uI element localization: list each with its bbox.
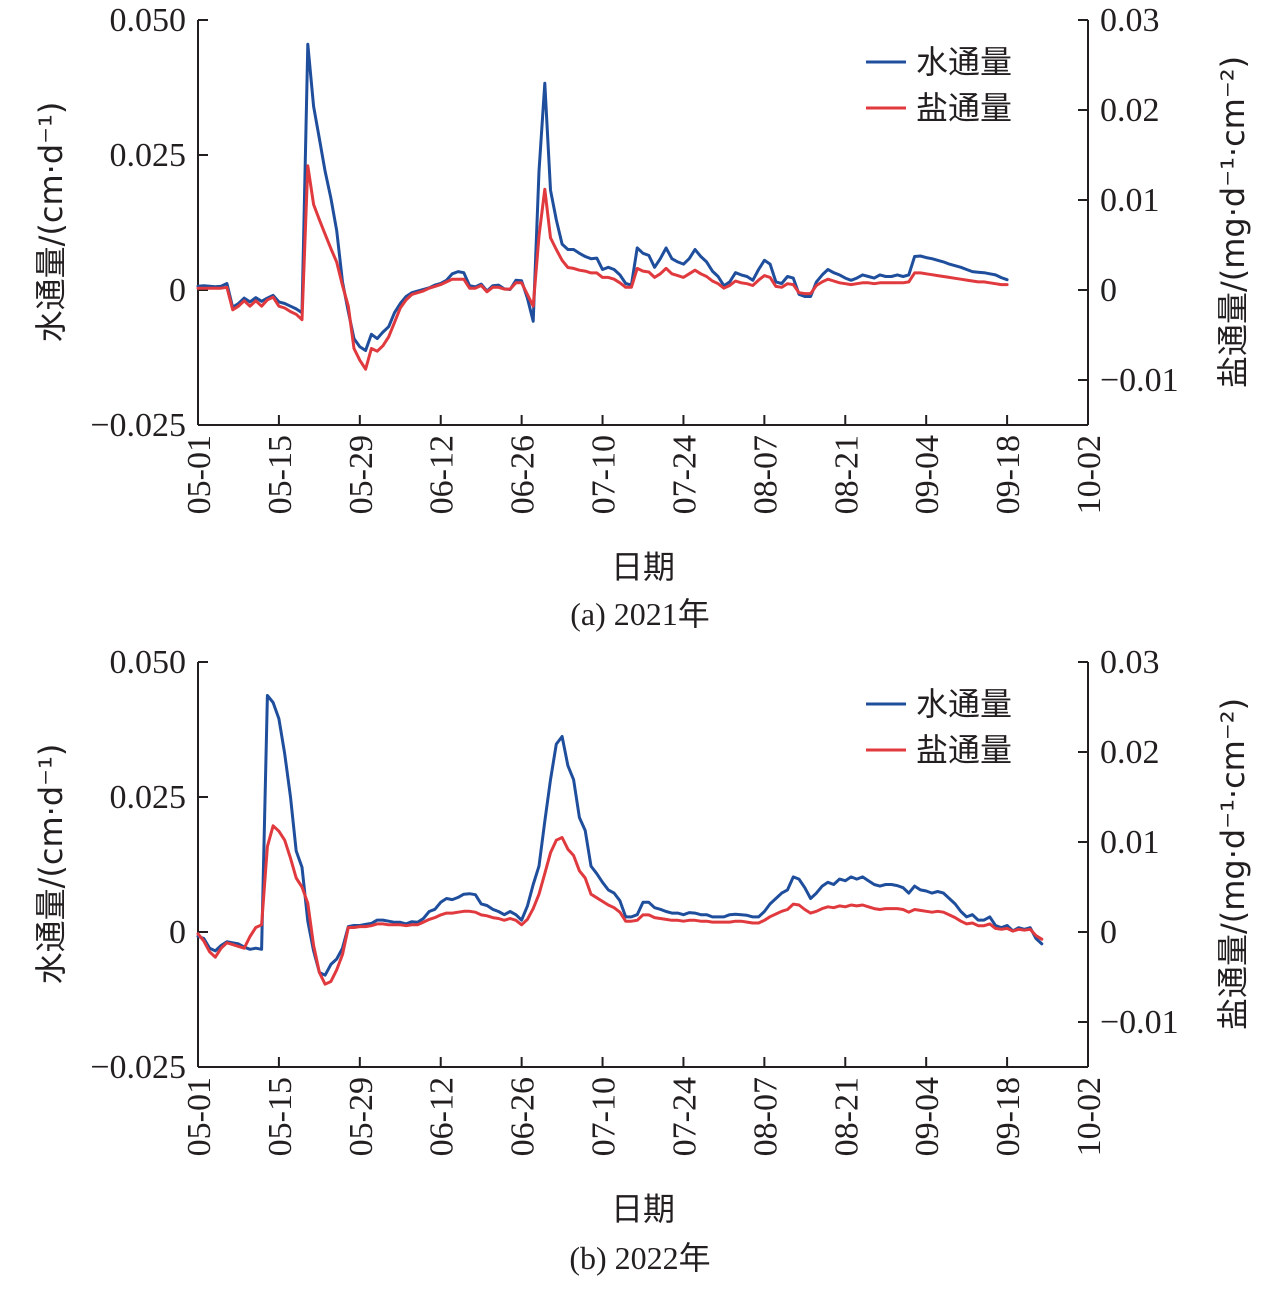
x-tick-label: 09-18 (990, 1077, 1027, 1156)
x-tick-label: 07-10 (586, 435, 623, 514)
x-tick-label: 07-24 (666, 435, 703, 514)
x-tick-label: 05-15 (262, 1077, 299, 1156)
y-tick-label-right: 0.02 (1100, 734, 1160, 771)
y-tick-label-left: 0.025 (110, 137, 187, 174)
y-axis-title-right: 盐通量/(mg·d⁻¹·cm⁻²) (1214, 56, 1252, 388)
x-tick-label: 05-29 (343, 1077, 380, 1156)
x-tick-label: 08-21 (828, 1077, 865, 1156)
y-axis-title-right: 盐通量/(mg·d⁻¹·cm⁻²) (1214, 698, 1252, 1030)
x-tick-label: 07-10 (586, 1077, 623, 1156)
chart-panel-2021: −0.025 0 0.025 0.050 −0.01 0 0.01 0.02 0.03 05-01… (0, 0, 1276, 640)
y-tick-label-left: 0.050 (110, 644, 187, 681)
x-axis-title: 日期 (611, 548, 675, 586)
y-tick-label-right: 0.03 (1100, 2, 1160, 39)
y-tick-label-right: 0.01 (1100, 824, 1160, 861)
legend-label-salt: 盐通量 (916, 731, 1012, 769)
chart-caption: (b) 2022年 (569, 1240, 710, 1276)
x-tick-label: 06-12 (424, 435, 461, 514)
x-tick-label: 09-18 (990, 435, 1027, 514)
y-tick-label-right: −0.01 (1100, 362, 1179, 399)
y-tick-label-left: 0.025 (110, 779, 187, 816)
x-tick-label: 08-21 (828, 435, 865, 514)
x-tick-label: 09-04 (909, 435, 946, 514)
x-tick-label: 06-26 (505, 1077, 542, 1156)
y-tick-label-left: 0 (169, 272, 186, 309)
y-axis-title-left: 水通量/(cm·d⁻¹) (32, 744, 70, 985)
y-tick-label-left: 0.050 (110, 2, 187, 39)
chart-2022: −0.025 0 0.025 0.050 −0.01 0 0.01 0.02 0.03 05-01… (32, 644, 1252, 1276)
y-tick-label-left: −0.025 (90, 407, 186, 444)
y-tick-label-left: −0.025 (90, 1049, 186, 1086)
series-group (196, 42, 1009, 371)
x-tick-label: 08-07 (747, 1077, 784, 1156)
legend-label-water: 水通量 (916, 685, 1012, 723)
chart-panel-2022: −0.025 0 0.025 0.050 −0.01 0 0.01 0.02 0.03 05-01… (0, 642, 1276, 1294)
x-tick-label: 05-01 (181, 1077, 218, 1156)
x-tick-label: 10-02 (1071, 435, 1108, 514)
x-tick-label: 05-29 (343, 435, 380, 514)
x-tick-label: 06-12 (424, 1077, 461, 1156)
x-tick-label: 06-26 (505, 435, 542, 514)
y-tick-label-right: 0.02 (1100, 92, 1160, 129)
y-tick-label-right: 0 (1100, 914, 1117, 951)
x-tick-label: 05-01 (181, 435, 218, 514)
y-tick-label-right: 0.01 (1100, 182, 1160, 219)
x-tick-label: 08-07 (747, 435, 784, 514)
y-tick-label-right: 0 (1100, 272, 1117, 309)
x-tick-label: 09-04 (909, 1077, 946, 1156)
chart-caption: (a) 2021年 (570, 596, 710, 632)
legend-label-salt: 盐通量 (916, 89, 1012, 127)
x-tick-label: 10-02 (1071, 1077, 1108, 1156)
salt-flux-line (196, 824, 1044, 986)
y-axis-title-left: 水通量/(cm·d⁻¹) (32, 102, 70, 343)
series-group (196, 694, 1044, 986)
y-tick-label-right: 0.03 (1100, 644, 1160, 681)
axes-group: −0.025 0 0.025 0.050 −0.01 0 0.01 0.02 0.03 05-01… (90, 644, 1178, 1156)
water-flux-line (196, 42, 1009, 352)
legend-label-water: 水通量 (916, 43, 1012, 81)
y-tick-label-left: 0 (169, 914, 186, 951)
axes-group: −0.025 0 0.025 0.050 −0.01 0 0.01 0.02 0.03 05-01… (90, 2, 1178, 514)
y-tick-label-right: −0.01 (1100, 1004, 1179, 1041)
salt-flux-line (196, 164, 1009, 371)
x-tick-label: 07-24 (666, 1077, 703, 1156)
water-flux-line (196, 694, 1044, 977)
chart-2021: −0.025 0 0.025 0.050 −0.01 0 0.01 0.02 0.03 05-01… (32, 2, 1252, 632)
x-tick-label: 05-15 (262, 435, 299, 514)
x-axis-title: 日期 (611, 1190, 675, 1228)
